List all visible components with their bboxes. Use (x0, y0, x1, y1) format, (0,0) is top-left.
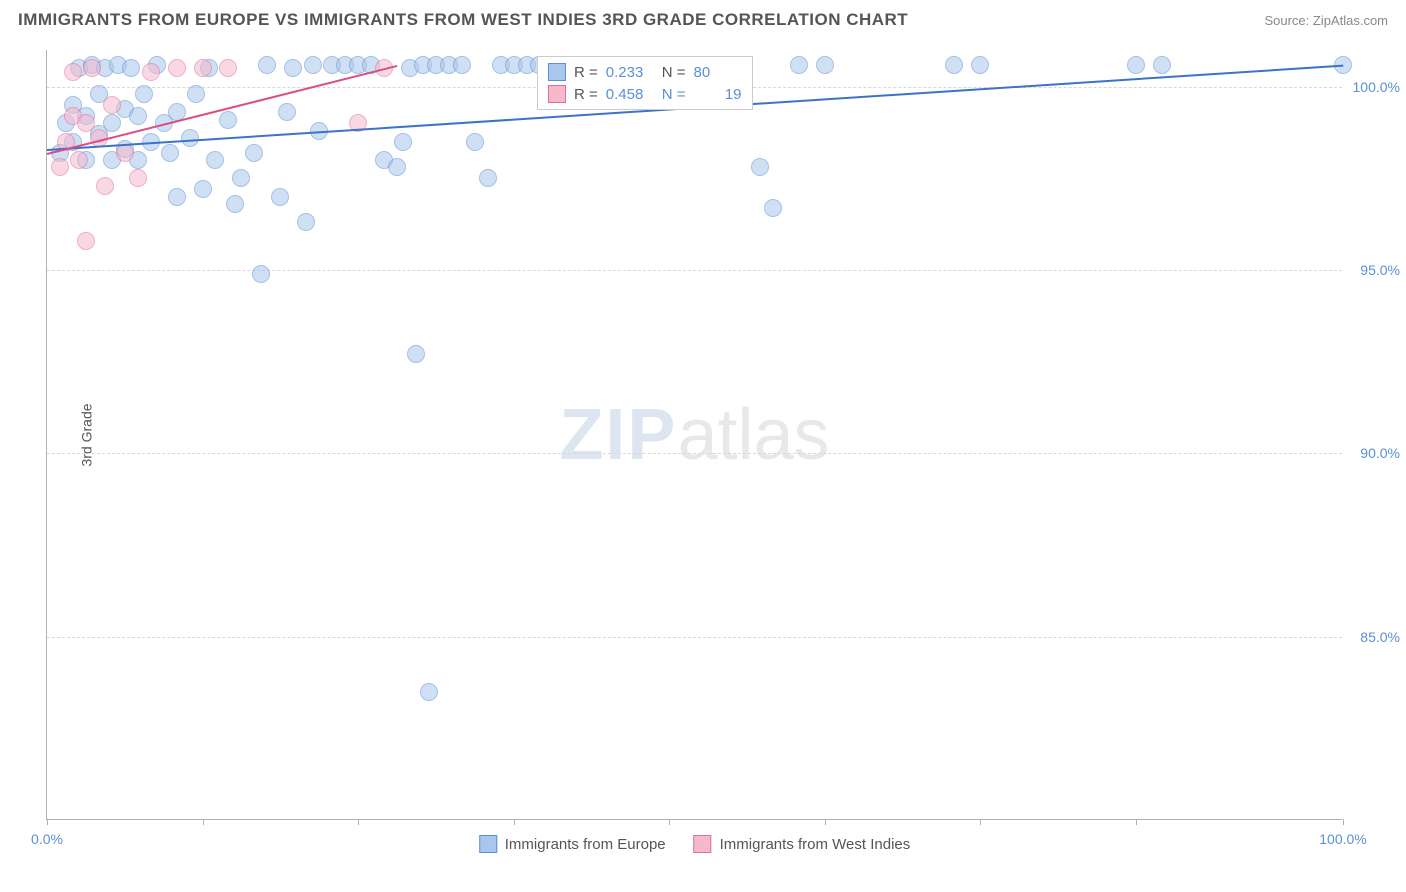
data-point (479, 169, 497, 187)
data-point (407, 345, 425, 363)
ytick-label: 90.0% (1360, 445, 1400, 461)
data-point (971, 56, 989, 74)
data-point (161, 144, 179, 162)
stat-r-label: R = (574, 64, 598, 81)
swatch-europe (548, 63, 566, 81)
legend-swatch-westindies (694, 835, 712, 853)
data-point (64, 63, 82, 81)
xtick (1343, 819, 1344, 825)
y-axis-label: 3rd Grade (79, 403, 95, 466)
xtick (203, 819, 204, 825)
stat-r-value-westindies: 0.458 (606, 86, 654, 103)
data-point (168, 188, 186, 206)
data-point (764, 199, 782, 217)
data-point (181, 129, 199, 147)
data-point (194, 59, 212, 77)
stat-n-label: N = (662, 86, 686, 103)
data-point (258, 56, 276, 74)
legend-label-europe: Immigrants from Europe (505, 836, 666, 853)
legend: Immigrants from Europe Immigrants from W… (479, 835, 911, 853)
legend-label-westindies: Immigrants from West Indies (720, 836, 911, 853)
data-point (1127, 56, 1145, 74)
plot-area: 3rd Grade ZIPatlas R = 0.233 N = 80 R = … (46, 50, 1342, 820)
stats-box: R = 0.233 N = 80 R = 0.458 N = 19 (537, 56, 753, 110)
data-point (168, 59, 186, 77)
data-point (284, 59, 302, 77)
data-point (51, 158, 69, 176)
data-point (790, 56, 808, 74)
data-point (304, 56, 322, 74)
data-point (394, 133, 412, 151)
xtick (825, 819, 826, 825)
data-point (187, 85, 205, 103)
data-point (245, 144, 263, 162)
stat-n-label: N = (662, 64, 686, 81)
gridline (47, 453, 1342, 454)
gridline (47, 270, 1342, 271)
stat-r-label: R = (574, 86, 598, 103)
data-point (83, 59, 101, 77)
data-point (77, 114, 95, 132)
xtick (514, 819, 515, 825)
data-point (122, 59, 140, 77)
data-point (297, 213, 315, 231)
data-point (129, 169, 147, 187)
data-point (453, 56, 471, 74)
xtick (669, 819, 670, 825)
data-point (103, 96, 121, 114)
data-point (751, 158, 769, 176)
watermark: ZIPatlas (559, 394, 829, 476)
data-point (252, 265, 270, 283)
data-point (77, 232, 95, 250)
stats-row-westindies: R = 0.458 N = 19 (548, 83, 742, 105)
data-point (219, 111, 237, 129)
legend-item-europe: Immigrants from Europe (479, 835, 666, 853)
legend-swatch-europe (479, 835, 497, 853)
watermark-atlas: atlas (677, 395, 829, 475)
data-point (1153, 56, 1171, 74)
xtick (980, 819, 981, 825)
xtick (47, 819, 48, 825)
data-point (420, 683, 438, 701)
data-point (129, 107, 147, 125)
ytick-label: 85.0% (1360, 629, 1400, 645)
source-label: Source: ZipAtlas.com (1264, 13, 1388, 28)
data-point (206, 151, 224, 169)
xtick-label: 0.0% (31, 831, 63, 847)
data-point (388, 158, 406, 176)
stat-n-value-europe: 80 (694, 64, 742, 81)
data-point (816, 56, 834, 74)
xtick-label: 100.0% (1319, 831, 1366, 847)
data-point (135, 85, 153, 103)
swatch-westindies (548, 85, 566, 103)
data-point (103, 114, 121, 132)
chart-title: IMMIGRANTS FROM EUROPE VS IMMIGRANTS FRO… (18, 10, 908, 30)
watermark-zip: ZIP (559, 395, 677, 475)
ytick-label: 100.0% (1353, 79, 1400, 95)
gridline (47, 637, 1342, 638)
stats-row-europe: R = 0.233 N = 80 (548, 61, 742, 83)
data-point (96, 177, 114, 195)
data-point (226, 195, 244, 213)
data-point (194, 180, 212, 198)
legend-item-westindies: Immigrants from West Indies (694, 835, 911, 853)
data-point (142, 63, 160, 81)
data-point (278, 103, 296, 121)
stat-n-value-westindies: 19 (694, 86, 742, 103)
ytick-label: 95.0% (1360, 262, 1400, 278)
xtick (1136, 819, 1137, 825)
xtick (358, 819, 359, 825)
data-point (232, 169, 250, 187)
data-point (945, 56, 963, 74)
data-point (219, 59, 237, 77)
data-point (271, 188, 289, 206)
trend-line (47, 65, 397, 155)
data-point (466, 133, 484, 151)
data-point (70, 151, 88, 169)
stat-r-value-europe: 0.233 (606, 64, 654, 81)
